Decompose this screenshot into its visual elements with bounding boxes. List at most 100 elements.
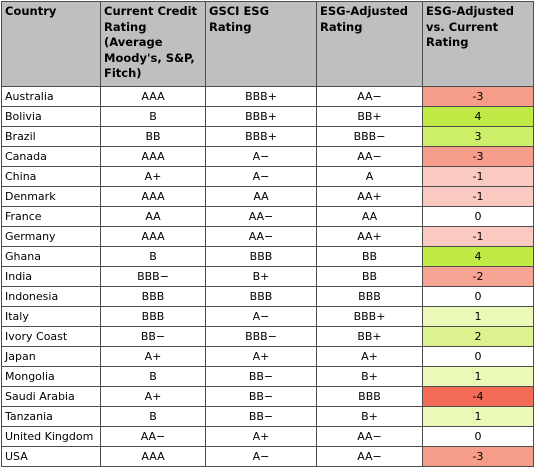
rating-difference-cell: -3 bbox=[422, 446, 534, 467]
adjusted-rating-cell: AA+ bbox=[316, 226, 423, 247]
table-row: Tanzania B BB− B+ 1 bbox=[1, 406, 534, 427]
rating-difference-cell: 0 bbox=[422, 206, 534, 227]
adjusted-rating-cell: AA− bbox=[316, 86, 423, 107]
rating-difference-cell: 2 bbox=[422, 326, 534, 347]
country-cell: United Kingdom bbox=[1, 426, 101, 447]
adjusted-rating-cell: A bbox=[316, 166, 423, 187]
rating-difference-cell: -4 bbox=[422, 386, 534, 407]
esg-rating-cell: BBB+ bbox=[205, 86, 317, 107]
current-rating-cell: A+ bbox=[100, 346, 206, 367]
rating-difference-cell: 0 bbox=[422, 346, 534, 367]
esg-rating-cell: A+ bbox=[205, 426, 317, 447]
country-cell: Tanzania bbox=[1, 406, 101, 427]
rating-difference-cell: 0 bbox=[422, 286, 534, 307]
adjusted-rating-cell: B+ bbox=[316, 366, 423, 387]
country-cell: Ivory Coast bbox=[1, 326, 101, 347]
country-cell: Australia bbox=[1, 86, 101, 107]
adjusted-rating-cell: BB+ bbox=[316, 106, 423, 127]
adjusted-rating-cell: AA bbox=[316, 206, 423, 227]
adjusted-rating-cell: BB bbox=[316, 266, 423, 287]
current-rating-cell: B bbox=[100, 246, 206, 267]
adjusted-rating-cell: BBB+ bbox=[316, 306, 423, 327]
current-rating-cell: BB− bbox=[100, 326, 206, 347]
table-row: Denmark AAA AA AA+ -1 bbox=[1, 186, 534, 207]
adjusted-rating-cell: AA+ bbox=[316, 186, 423, 207]
header-row: Country Current Credit Rating (Average M… bbox=[1, 1, 534, 87]
adjusted-rating-cell: BBB− bbox=[316, 126, 423, 147]
current-rating-cell: A+ bbox=[100, 386, 206, 407]
rating-difference-cell: 4 bbox=[422, 246, 534, 267]
rating-difference-cell: -1 bbox=[422, 186, 534, 207]
esg-rating-cell: AA bbox=[205, 186, 317, 207]
table-row: Saudi Arabia A+ BB− BBB -4 bbox=[1, 386, 534, 407]
table-row: Italy BBB A− BBB+ 1 bbox=[1, 306, 534, 327]
esg-rating-cell: AA− bbox=[205, 226, 317, 247]
header-adjusted-rating: ESG-Adjusted Rating bbox=[316, 1, 423, 87]
table-row: Germany AAA AA− AA+ -1 bbox=[1, 226, 534, 247]
rating-difference-cell: -3 bbox=[422, 86, 534, 107]
rating-difference-cell: 3 bbox=[422, 126, 534, 147]
rating-difference-cell: -1 bbox=[422, 166, 534, 187]
current-rating-cell: BBB bbox=[100, 286, 206, 307]
rating-difference-cell: -1 bbox=[422, 226, 534, 247]
adjusted-rating-cell: B+ bbox=[316, 406, 423, 427]
esg-rating-cell: A+ bbox=[205, 346, 317, 367]
header-rating-difference: ESG-Adjusted vs. Current Rating bbox=[422, 1, 534, 87]
table-row: Australia AAA BBB+ AA− -3 bbox=[1, 86, 534, 107]
current-rating-cell: AAA bbox=[100, 86, 206, 107]
current-rating-cell: B bbox=[100, 106, 206, 127]
table-row: Japan A+ A+ A+ 0 bbox=[1, 346, 534, 367]
country-cell: USA bbox=[1, 446, 101, 467]
table-row: Mongolia B BB− B+ 1 bbox=[1, 366, 534, 387]
esg-rating-cell: A− bbox=[205, 146, 317, 167]
header-current-rating: Current Credit Rating (Average Moody's, … bbox=[100, 1, 206, 87]
country-cell: Indonesia bbox=[1, 286, 101, 307]
esg-rating-cell: BBB+ bbox=[205, 126, 317, 147]
adjusted-rating-cell: BB bbox=[316, 246, 423, 267]
adjusted-rating-cell: BBB bbox=[316, 386, 423, 407]
country-cell: Japan bbox=[1, 346, 101, 367]
country-cell: Germany bbox=[1, 226, 101, 247]
rating-difference-cell: 4 bbox=[422, 106, 534, 127]
table-row: India BBB− B+ BB -2 bbox=[1, 266, 534, 287]
esg-rating-cell: A− bbox=[205, 446, 317, 467]
current-rating-cell: B bbox=[100, 366, 206, 387]
table-row: Bolivia B BBB+ BB+ 4 bbox=[1, 106, 534, 127]
esg-rating-cell: A− bbox=[205, 166, 317, 187]
adjusted-rating-cell: AA− bbox=[316, 146, 423, 167]
current-rating-cell: AAA bbox=[100, 226, 206, 247]
esg-rating-cell: BBB bbox=[205, 246, 317, 267]
adjusted-rating-cell: AA− bbox=[316, 446, 423, 467]
adjusted-rating-cell: BB+ bbox=[316, 326, 423, 347]
country-cell: Bolivia bbox=[1, 106, 101, 127]
header-country: Country bbox=[1, 1, 101, 87]
table-body: Australia AAA BBB+ AA− -3 Bolivia B BBB+ BB+ 4 Bra… bbox=[1, 86, 534, 467]
adjusted-rating-cell: A+ bbox=[316, 346, 423, 367]
current-rating-cell: A+ bbox=[100, 166, 206, 187]
adjusted-rating-cell: BBB bbox=[316, 286, 423, 307]
table-row: Canada AAA A− AA− -3 bbox=[1, 146, 534, 167]
table-row: United Kingdom AA− A+ AA− 0 bbox=[1, 426, 534, 447]
current-rating-cell: BBB− bbox=[100, 266, 206, 287]
rating-difference-cell: 1 bbox=[422, 406, 534, 427]
esg-rating-cell: BBB bbox=[205, 286, 317, 307]
current-rating-cell: AA bbox=[100, 206, 206, 227]
table-row: Brazil BB BBB+ BBB− 3 bbox=[1, 126, 534, 147]
esg-rating-cell: A− bbox=[205, 306, 317, 327]
header-esg-rating: GSCI ESG Rating bbox=[205, 1, 317, 87]
rating-difference-cell: 1 bbox=[422, 306, 534, 327]
country-cell: Saudi Arabia bbox=[1, 386, 101, 407]
table-row: USA AAA A− AA− -3 bbox=[1, 446, 534, 467]
rating-difference-cell: 1 bbox=[422, 366, 534, 387]
country-cell: Italy bbox=[1, 306, 101, 327]
current-rating-cell: BBB bbox=[100, 306, 206, 327]
current-rating-cell: AA− bbox=[100, 426, 206, 447]
country-cell: China bbox=[1, 166, 101, 187]
table-row: Indonesia BBB BBB BBB 0 bbox=[1, 286, 534, 307]
current-rating-cell: BB bbox=[100, 126, 206, 147]
country-cell: Canada bbox=[1, 146, 101, 167]
rating-difference-cell: -2 bbox=[422, 266, 534, 287]
current-rating-cell: AAA bbox=[100, 186, 206, 207]
current-rating-cell: AAA bbox=[100, 446, 206, 467]
